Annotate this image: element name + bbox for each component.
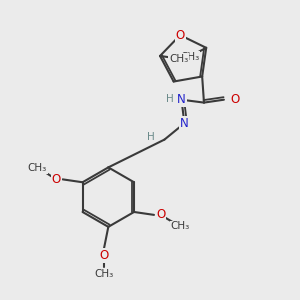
Text: O: O [52, 173, 61, 186]
Text: H: H [147, 132, 154, 142]
Text: H: H [166, 94, 173, 104]
Text: O: O [176, 28, 185, 42]
Text: CH₃: CH₃ [28, 164, 47, 173]
Text: O: O [230, 93, 240, 106]
Text: O: O [156, 208, 165, 221]
Text: CH₃: CH₃ [169, 54, 188, 64]
Text: CH₃: CH₃ [94, 269, 114, 279]
Text: CH₃: CH₃ [180, 52, 199, 62]
Text: CH₃: CH₃ [170, 221, 190, 232]
Text: N: N [177, 93, 186, 106]
Text: O: O [99, 249, 109, 262]
Text: N: N [180, 117, 189, 130]
